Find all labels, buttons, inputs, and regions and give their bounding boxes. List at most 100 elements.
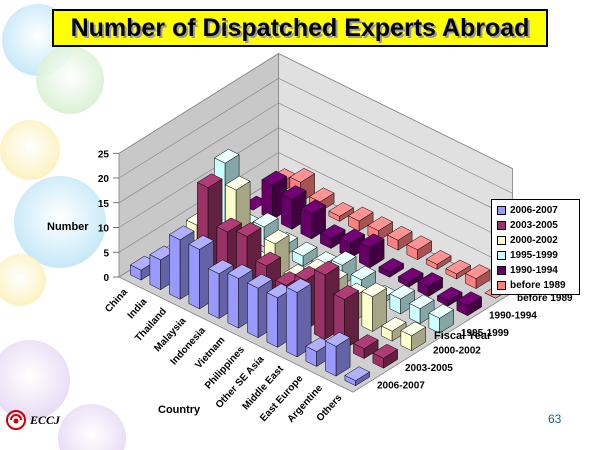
bar-2000-2002-Argentine: [380, 316, 407, 342]
depth-axis-label: 1990-1994: [489, 310, 537, 321]
legend-swatch: [497, 221, 506, 230]
bar-2000-2002-Others: [400, 321, 427, 352]
depth-axis-label: 2006-2007: [377, 380, 425, 391]
bar-top-face: [358, 233, 385, 249]
bar-1995-1999-East Europe: [389, 284, 416, 315]
bar-top-face: [347, 206, 374, 222]
bar-top-face: [313, 260, 340, 276]
bar-2006-2007-Argentine: [324, 332, 351, 377]
decor-bubble: [58, 404, 126, 450]
bar-1995-1999-Indonesia: [291, 241, 318, 267]
decor-bubble: [36, 46, 104, 114]
bar-before 1989-Philippines: [386, 225, 413, 251]
gridline: [118, 77, 513, 194]
legend-label: before 1989: [510, 280, 566, 291]
title-box: Number of Dispatched Experts Abroad: [52, 9, 548, 47]
bar-top-face: [280, 185, 307, 200]
y-tick-label: 25: [98, 149, 110, 160]
eccj-logo-icon: [6, 410, 26, 430]
bar-before 1989-Argentine: [464, 264, 491, 290]
bar-1990-1994-Philippines: [358, 233, 385, 269]
bar-1995-1999-Others: [428, 304, 455, 334]
legend-swatch: [497, 236, 506, 245]
page-number: 63: [548, 412, 562, 426]
gridline: [118, 152, 513, 269]
bar-2006-2007-Others: [344, 366, 371, 387]
bar-top-face: [196, 173, 223, 188]
bar-top-face: [372, 343, 399, 359]
bar-top-face: [319, 224, 346, 239]
bar-top-face: [386, 225, 413, 241]
bar-before 1989-Middle East: [425, 250, 452, 270]
bar-top-face: [445, 259, 472, 275]
y-tick-label: 0: [103, 273, 109, 284]
y-tick-label: 5: [103, 248, 109, 259]
legend-label: 1990-1994: [510, 265, 558, 276]
bar-top-face: [235, 222, 262, 237]
bar-front-face: [281, 193, 293, 230]
bar-top-face: [333, 285, 360, 300]
legend-swatch: [497, 251, 506, 260]
bar-top-face: [308, 187, 335, 203]
bar-top-face: [406, 235, 433, 251]
bar-top-face: [378, 258, 405, 273]
bar-front-face: [208, 268, 220, 319]
category-label: India: [126, 296, 150, 321]
bar-top-face: [464, 264, 491, 279]
decor-bubble: [14, 176, 106, 268]
bar-top-face: [285, 278, 312, 293]
bar-before 1989-Malaysia: [328, 202, 355, 222]
bar-top-face: [328, 202, 355, 217]
bar-top-face: [344, 366, 371, 381]
legend-item: 2006-2007: [497, 203, 579, 218]
depth-axis-label: before 1989: [517, 293, 573, 304]
bar-1990-1994-Indonesia: [319, 224, 346, 249]
bar-front-face: [188, 243, 200, 310]
legend-item: 1995-1999: [497, 248, 579, 263]
bar-2006-2007-Thailand: [168, 225, 195, 300]
bar-top-face: [261, 170, 288, 186]
bar-front-face: [266, 292, 278, 348]
bar-front-face: [314, 269, 326, 340]
category-label: Others: [315, 392, 345, 424]
bar-top-face: [400, 321, 427, 337]
bar-top-face: [361, 282, 388, 298]
legend-swatch: [497, 266, 506, 275]
y-tick-label: 20: [98, 174, 110, 185]
bar-top-face: [324, 332, 351, 347]
bar-top-face: [252, 212, 279, 228]
bar-top-face: [227, 264, 254, 279]
bar-top-face: [213, 148, 240, 164]
bar-front-face: [227, 272, 239, 329]
bar-top-face: [263, 229, 290, 245]
bar-top-face: [397, 267, 424, 283]
y-axis-title: Number: [47, 221, 89, 233]
bar-2003-2005-Argentine: [352, 334, 379, 360]
y-tick-label: 15: [98, 199, 110, 210]
decor-bubble: [0, 340, 70, 420]
bar-1990-1994-Argentine: [436, 286, 463, 307]
legend-item: 2003-2005: [497, 218, 579, 233]
legend-label: 2000-2002: [510, 235, 558, 246]
bar-top-face: [300, 199, 327, 215]
bar-front-face: [169, 234, 181, 300]
bar-top-face: [224, 175, 251, 191]
bar-top-face: [188, 235, 215, 250]
logo-text: ECCJ: [30, 412, 61, 427]
bar-top-face: [291, 241, 318, 257]
bar-top-face: [339, 228, 366, 244]
bar-top-face: [207, 259, 234, 275]
bar-top-face: [456, 291, 483, 307]
gridline: [118, 102, 513, 219]
bar-front-face: [149, 254, 161, 291]
gridline: [118, 53, 513, 170]
bar-2000-2002-East Europe: [361, 282, 388, 332]
bar-top-face: [330, 251, 357, 266]
bar-top-face: [255, 251, 282, 267]
gridline: [118, 127, 513, 244]
legend-item: 1990-1994: [497, 263, 579, 278]
depth-axis-label: 2003-2005: [405, 363, 453, 374]
chart-legend: 2006-2007 2003-2005 2000-2002 1995-1999 1990…: [491, 199, 580, 295]
